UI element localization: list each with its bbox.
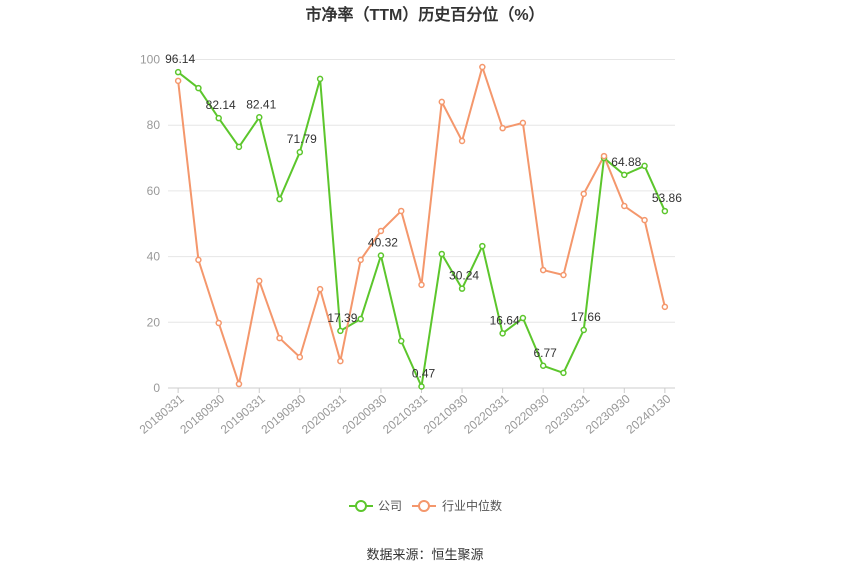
company-data-label: 17.66 — [571, 310, 601, 324]
company-point — [296, 148, 304, 156]
y-tick-label: 60 — [147, 184, 161, 198]
company-point — [539, 362, 547, 370]
industry-median-point — [316, 285, 324, 293]
company-point — [560, 369, 567, 377]
x-tick-label: 20240130 — [623, 391, 673, 436]
legend-item-industry-median[interactable]: 行业中位数 — [412, 498, 502, 513]
industry-median-point — [479, 63, 486, 71]
industry-median-point — [195, 256, 202, 264]
company-data-label: 30.24 — [449, 269, 479, 283]
company-data-label: 96.14 — [165, 52, 195, 66]
industry-median-point — [215, 319, 222, 327]
legend-company-label: 公司 — [378, 499, 402, 513]
company-data-label: 6.77 — [534, 346, 558, 360]
series-points — [174, 63, 669, 390]
industry-median-point — [621, 202, 628, 210]
industry-median-point — [600, 152, 608, 160]
y-tick-label: 80 — [147, 118, 161, 132]
company-point — [458, 285, 466, 292]
y-tick-label: 40 — [147, 250, 161, 264]
chart-title: 市净率（TTM）历史百分位（%） — [305, 5, 544, 24]
legend: 公司 行业中位数 — [349, 498, 502, 513]
legend-industry-label: 行业中位数 — [442, 498, 502, 513]
industry-median-point — [641, 216, 648, 224]
company-data-label: 40.32 — [368, 236, 398, 250]
legend-industry-circle-icon — [418, 500, 430, 512]
industry-median-point — [296, 353, 304, 361]
industry-median-point — [438, 98, 446, 106]
company-data-label: 53.86 — [652, 191, 682, 205]
company-point — [195, 84, 202, 92]
industry-median-point — [519, 119, 527, 127]
company-point — [337, 327, 344, 335]
industry-median-point — [174, 77, 182, 85]
grid — [168, 59, 675, 389]
industry-median-line — [177, 66, 666, 386]
company-point — [621, 171, 628, 179]
company-point — [641, 162, 648, 170]
y-tick-label: 100 — [140, 53, 160, 67]
company-point — [499, 330, 506, 337]
industry-median-point — [418, 281, 425, 289]
company-point — [256, 114, 263, 121]
industry-median-point — [377, 227, 385, 235]
industry-median-point — [661, 303, 669, 311]
industry-median-point — [580, 190, 587, 198]
industry-median-point — [539, 266, 547, 274]
company-point — [479, 242, 486, 250]
industry-median-point — [458, 137, 466, 145]
legend-company-circle-icon — [355, 500, 367, 512]
industry-median-point — [256, 277, 263, 285]
company-point — [174, 68, 182, 76]
company-point — [357, 315, 364, 323]
company-data-label: 82.14 — [206, 98, 236, 112]
company-point — [316, 75, 324, 83]
company-point — [661, 207, 669, 215]
company-point — [377, 252, 385, 259]
data-labels: 96.14 82.14 82.41 71.79 17.39 40.32 0.47 30.24 1… — [165, 52, 682, 380]
industry-median-point — [397, 207, 405, 215]
industry-median-point — [499, 124, 506, 132]
source-note: 数据来源：恒生聚源 — [366, 547, 483, 562]
y-tick-label: 20 — [147, 315, 161, 329]
company-data-label: 71.79 — [287, 132, 317, 146]
company-point — [215, 114, 222, 122]
company-data-label: 0.47 — [412, 366, 436, 380]
company-point — [438, 250, 446, 258]
company-data-label: 17.39 — [327, 311, 357, 325]
legend-item-company[interactable]: 公司 — [349, 499, 402, 513]
company-data-label: 82.41 — [246, 97, 276, 111]
company-point — [418, 383, 425, 390]
industry-median-point — [357, 256, 364, 264]
company-data-label: 16.64 — [490, 313, 520, 327]
company-point — [235, 143, 243, 151]
series-lines — [177, 66, 666, 388]
industry-median-point — [235, 380, 243, 388]
industry-median-point — [276, 334, 283, 342]
company-point — [397, 337, 405, 345]
industry-median-point — [337, 357, 344, 365]
company-point — [276, 195, 283, 203]
company-point — [519, 314, 527, 322]
industry-median-point — [560, 271, 567, 279]
y-tick-label: 0 — [153, 381, 160, 395]
company-line — [177, 71, 666, 388]
company-point — [580, 326, 587, 334]
company-data-label: 64.88 — [611, 155, 641, 169]
